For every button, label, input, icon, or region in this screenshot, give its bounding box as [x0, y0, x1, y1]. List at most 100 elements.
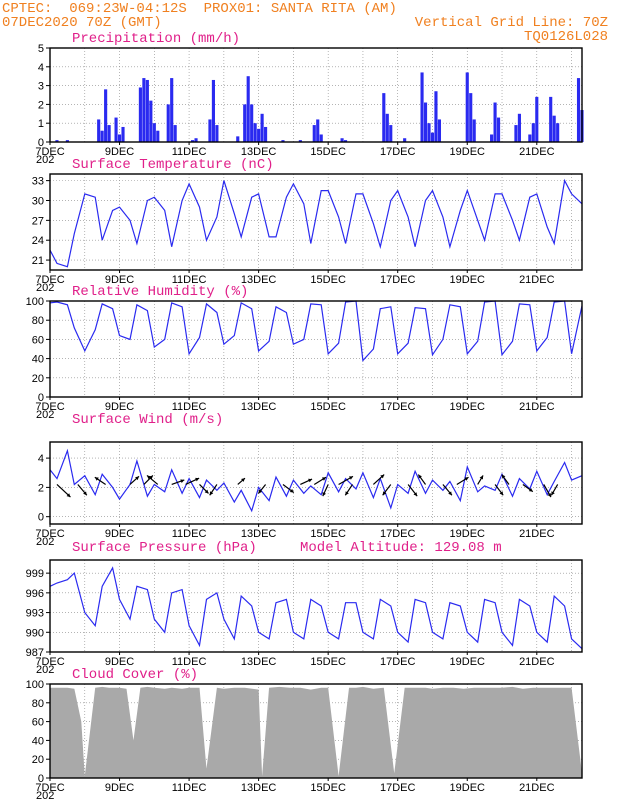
x-tick-label: 9DEC [105, 401, 134, 413]
precip-bar [250, 104, 254, 142]
cloud-panel: 0 20 40 60 80 100 7DEC 9DEC 11DEC 13DEC 15DEC 17DEC… [26, 667, 583, 800]
y-tick-label: 0 [38, 773, 44, 785]
y-tick-label: 24 [32, 235, 44, 247]
wind-arrow-head [345, 491, 349, 496]
x-tick-label: 21DEC [519, 656, 555, 668]
y-tick-label: 999 [26, 568, 44, 580]
wind-arrow-head [66, 493, 71, 498]
x-tick-label: 15DEC [310, 274, 346, 286]
precip-bar [117, 134, 122, 142]
x-tick-label: 21DEC [519, 146, 555, 158]
x-tick-label: 9DEC [105, 782, 134, 794]
x-tick-label: 15DEC [310, 146, 346, 158]
precip-bar [152, 123, 156, 142]
wind-arrow-head [322, 492, 326, 497]
x-tick-label: 17DEC [380, 274, 416, 286]
rh-series-line [49, 300, 583, 362]
x-tick-label: 7DEC [35, 401, 64, 413]
wind-arrow-head [258, 489, 263, 494]
precip-bar [469, 93, 473, 142]
y-tick-label: 2 [38, 482, 44, 494]
y-tick-label: 27 [32, 215, 44, 227]
x-year-fragment: 202 [36, 790, 54, 800]
precip-bar [385, 113, 389, 142]
precip-bar [166, 104, 170, 142]
precip-bar [97, 119, 101, 142]
y-tick-label: 987 [26, 647, 44, 659]
precip-bar [319, 134, 323, 142]
precip-bar [104, 89, 108, 142]
y-tick-label: 100 [26, 679, 44, 691]
precip-frame [49, 47, 583, 143]
precip-bar [65, 140, 69, 142]
cloud-area [50, 686, 582, 778]
wind-panel: 0 2 4 7DEC 9DEC 11DEC 13DEC 15DEC 17DEC 19DEC 21DE… [35, 412, 583, 548]
x-tick-label: 9DEC [105, 528, 134, 540]
y-tick-label: 80 [32, 698, 44, 710]
precip-bar [496, 117, 501, 142]
y-tick-label: 4 [38, 453, 44, 465]
precip-bar [423, 102, 428, 142]
y-tick-label: 33 [32, 176, 44, 188]
precip-panel: 0 1 2 3 4 5 7DEC 9DEC 11DEC 13DEC 15DEC 17DEC 19DEC 2… [35, 31, 584, 166]
x-tick-label: 13DEC [241, 782, 277, 794]
x-tick-label: 19DEC [450, 782, 486, 794]
precip-bar [420, 72, 424, 142]
x-tick-label: 21DEC [519, 401, 555, 413]
precip-bar [514, 125, 518, 142]
precip-bar [246, 76, 250, 142]
wind-arrow-head [241, 478, 245, 482]
wind-arrow-head [195, 477, 200, 482]
precip-bar [211, 79, 215, 142]
precip-bar [194, 138, 198, 142]
temp-series-line [49, 178, 583, 268]
y-tick-label: 60 [32, 334, 44, 346]
y-tick-label: 0 [38, 512, 44, 524]
y-tick-label: 993 [26, 608, 44, 620]
wind-arrow-head [204, 489, 209, 494]
x-tick-label: 19DEC [450, 528, 486, 540]
precip-bar [298, 140, 302, 142]
x-tick-label: 13DEC [241, 146, 277, 158]
x-tick-label: 21DEC [519, 782, 555, 794]
x-tick-label: 11DEC [172, 782, 207, 794]
x-tick-label: 19DEC [450, 274, 486, 286]
rh-title: Relative Humidity (%) [72, 284, 248, 300]
precip-bar [430, 132, 435, 142]
wind-arrow-head [528, 488, 533, 492]
y-tick-label: 990 [26, 627, 44, 639]
wind-arrow-head [382, 491, 387, 496]
x-tick-label: 7DEC [35, 146, 64, 158]
x-tick-label: 13DEC [241, 656, 277, 668]
precip-bar [138, 87, 142, 142]
wind-arrow-head [289, 488, 294, 493]
precip-bar [260, 113, 264, 142]
wind-arrow-head [479, 475, 484, 480]
x-tick-label: 21DEC [519, 274, 555, 286]
x-tick-label: 15DEC [310, 528, 346, 540]
header-line1: CPTEC: 069:23W-04:12S PROX01: SANTA RITA… [2, 1, 397, 17]
temp-panel: 21 24 27 30 33 7DEC 9DEC 11DEC 13DEC 15DEC 17DEC 19… [32, 157, 583, 294]
x-tick-label: 17DEC [380, 401, 416, 413]
precip-bar [552, 115, 556, 142]
y-tick-label: 4 [38, 62, 44, 74]
precip-bar [434, 91, 438, 142]
wind-arrow-head [551, 491, 555, 496]
y-tick-label: 1 [38, 118, 44, 130]
precip-bar [437, 119, 442, 142]
y-tick-label: 3 [38, 81, 44, 93]
precip-bar [340, 138, 344, 142]
y-tick-label: 100 [26, 296, 44, 308]
precip-bar [253, 123, 257, 142]
wind-arrow-head [83, 491, 87, 496]
precip-bar [472, 119, 476, 142]
precip-bar [156, 130, 160, 142]
y-tick-label: 20 [32, 373, 44, 385]
model-altitude-label: Model Altitude: 129.08 m [300, 540, 502, 556]
x-year-fragment: 202 [36, 536, 54, 548]
cloud-title: Cloud Cover (%) [72, 667, 198, 683]
x-tick-label: 11DEC [172, 146, 207, 158]
cloud-frame [49, 683, 583, 779]
y-tick-label: 20 [32, 754, 44, 766]
